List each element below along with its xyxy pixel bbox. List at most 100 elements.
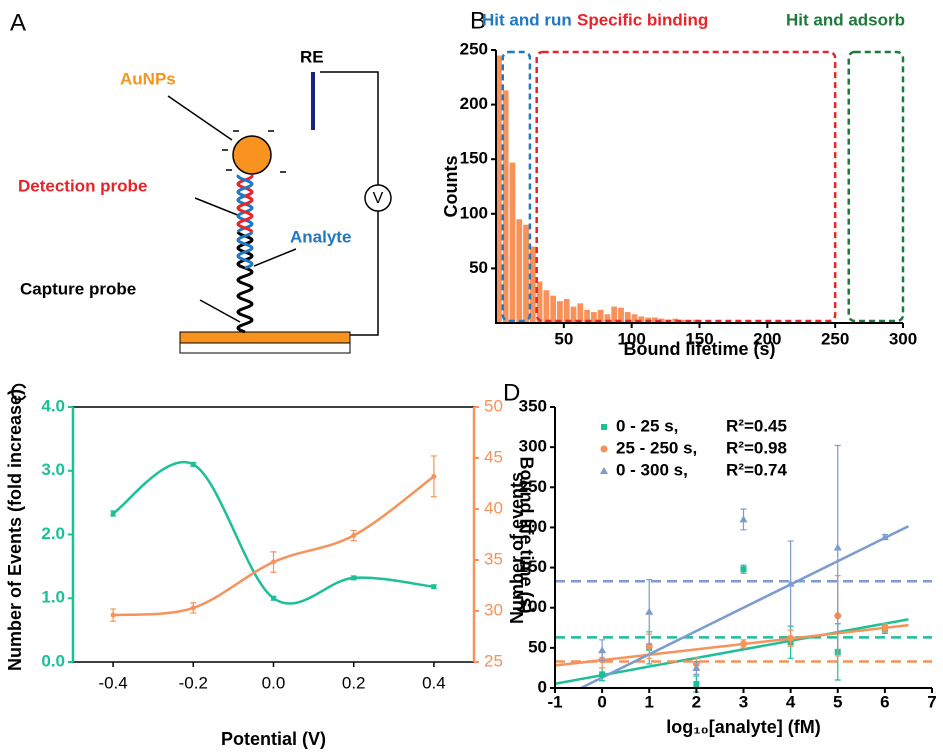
bar [618, 307, 624, 323]
x-tick-label: 0 [597, 692, 606, 711]
y2-tick-label: 45 [484, 447, 503, 466]
panel-label: C [10, 379, 27, 406]
electrode [179, 331, 351, 344]
region-box [535, 50, 837, 323]
bar [557, 301, 563, 323]
y-tick-label: 100 [519, 597, 547, 616]
y2-axis-label: Bound life time (s) [516, 457, 536, 614]
bar [577, 303, 584, 323]
point [693, 680, 700, 687]
plot-frame [72, 406, 475, 663]
series-line [112, 460, 435, 605]
y-tick-label: 350 [519, 396, 547, 415]
x-axis-label: Bound lifetime (s) [624, 339, 776, 359]
y-tick-label: 50 [469, 258, 488, 277]
bar [652, 317, 658, 323]
y-tick-label: 50 [528, 637, 547, 656]
y-tick-label: 150 [519, 557, 547, 576]
region-label: Hit and run [482, 10, 572, 29]
point [190, 605, 196, 611]
point [645, 607, 654, 615]
bar [631, 314, 638, 323]
x-tick-label: 7 [927, 692, 936, 711]
point [271, 595, 276, 601]
point [431, 584, 437, 590]
y2-tick-label: 40 [484, 498, 503, 517]
bar [611, 306, 618, 323]
y-tick-label: 300 [519, 437, 547, 456]
bar [502, 90, 509, 324]
point [351, 575, 357, 581]
analyte-label: Analyte [290, 227, 351, 246]
point [601, 424, 607, 430]
point [881, 624, 889, 632]
point [190, 461, 196, 467]
schematic: V RE AuNPs Detection probe Analyte Captu… [18, 47, 392, 354]
voltmeter [364, 184, 392, 212]
x-tick-label: -1 [547, 692, 562, 711]
bar [597, 309, 604, 323]
point [599, 671, 606, 678]
y-tick-label: 250 [519, 477, 547, 496]
x-axis-label: Potential (V) [221, 729, 326, 749]
x-tick-label: 300 [889, 329, 917, 348]
x-tick-label: 1 [645, 692, 654, 711]
bar [604, 314, 611, 323]
x-tick-label: 6 [880, 692, 889, 711]
bar [509, 162, 516, 323]
region-label: Hit and adsorb [786, 10, 905, 29]
y-tick-label: 1.0 [41, 588, 65, 607]
bar [563, 298, 570, 323]
x-tick-label: 150 [685, 329, 713, 348]
y2-tick-label: 25 [484, 651, 503, 670]
point [600, 467, 608, 474]
bar [638, 316, 645, 323]
point [740, 566, 747, 573]
x-tick-label: 4 [786, 692, 796, 711]
point [431, 473, 437, 479]
legend-r2: R²=0.98 [726, 438, 787, 457]
re-label: RE [300, 47, 324, 66]
y-tick-label: 250 [460, 39, 488, 58]
y2-tick-label: 50 [484, 396, 503, 415]
x-tick-label: 2 [692, 692, 701, 711]
axis-line [495, 50, 903, 324]
y-tick-label: 4.0 [41, 396, 65, 415]
point [740, 640, 747, 648]
legend-label: 0 - 300 s, [616, 460, 688, 479]
point [271, 559, 276, 565]
legend-r2: R²=0.74 [726, 460, 787, 479]
x-tick-label: -0.2 [179, 673, 208, 692]
x-tick-label: 5 [833, 692, 842, 711]
x-tick-label: 100 [617, 329, 645, 348]
y-axis-label: Counts [441, 156, 461, 218]
dna-strand [236, 194, 254, 233]
bar [496, 55, 502, 324]
point [645, 642, 653, 650]
x-tick-label: 0.2 [342, 673, 366, 692]
charges [222, 130, 286, 173]
point [600, 445, 608, 453]
bar [658, 318, 665, 323]
point [786, 579, 795, 587]
series-line [112, 475, 435, 617]
bar [543, 290, 550, 323]
bar [570, 306, 577, 323]
x-tick-label: 0.0 [262, 673, 286, 692]
point [880, 533, 889, 541]
region-box [501, 50, 532, 323]
bar [550, 295, 557, 323]
x-tick-label: 0.4 [422, 673, 446, 692]
point [110, 510, 116, 516]
dna-strand [236, 231, 254, 270]
bar [536, 281, 543, 323]
point [598, 646, 607, 654]
voltmeter-label: V [373, 190, 384, 207]
dna-strand [236, 174, 254, 198]
gold-nanoparticle [232, 135, 272, 175]
dna-strand [236, 231, 254, 270]
y-tick-label: 2.0 [41, 524, 65, 543]
legend-label: 0 - 25 s, [616, 416, 678, 435]
point [351, 533, 357, 539]
